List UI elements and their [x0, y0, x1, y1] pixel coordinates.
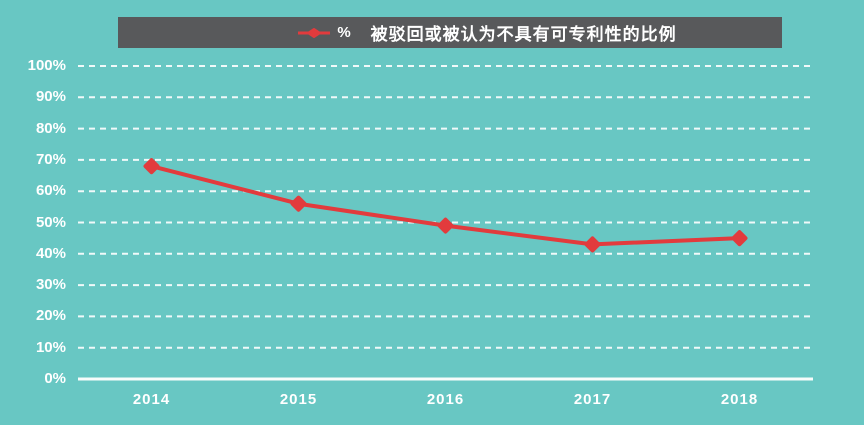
legend-label: % — [337, 24, 351, 41]
y-tick-label: 100% — [27, 57, 66, 74]
legend-diamond — [307, 27, 322, 38]
data-point[interactable] — [143, 158, 160, 175]
data-point[interactable] — [584, 236, 601, 253]
x-axis: 2014 2015 2016 2017 2018 — [78, 391, 813, 408]
legend-item[interactable]: % — [297, 24, 351, 41]
y-tick-label: 0% — [44, 370, 66, 387]
x-tick-label: 2017 — [573, 391, 612, 408]
line-series-marker-icon — [298, 27, 331, 38]
y-tick-label: 40% — [35, 244, 66, 262]
chart-header: % 被驳回或被认为不具有可专利性的比例 — [118, 17, 782, 48]
y-tick-label: 20% — [35, 307, 66, 325]
data-point[interactable] — [731, 230, 748, 247]
chart-title: 被驳回或被认为不具有可专利性的比例 — [370, 25, 677, 44]
y-tick-label: 10% — [35, 338, 66, 356]
y-tick-label: 30% — [35, 276, 66, 294]
y-tick-label: 50% — [35, 213, 66, 231]
y-tick-label: 80% — [35, 119, 66, 137]
x-tick-label: 2016 — [426, 391, 465, 408]
y-tick-label: 70% — [35, 150, 66, 168]
y-axis: 100% 90% 80% 70% 60% 50% 40% 30% 20% 10% 0% — [0, 0, 66, 425]
x-tick-label: 2014 — [132, 391, 171, 408]
data-point[interactable] — [290, 195, 307, 212]
plot-area — [78, 65, 813, 381]
x-tick-label: 2015 — [279, 391, 318, 408]
y-tick-label: 90% — [35, 88, 66, 106]
x-tick-label: 2018 — [720, 391, 759, 408]
data-point[interactable] — [437, 217, 454, 234]
y-tick-label: 60% — [35, 182, 66, 200]
